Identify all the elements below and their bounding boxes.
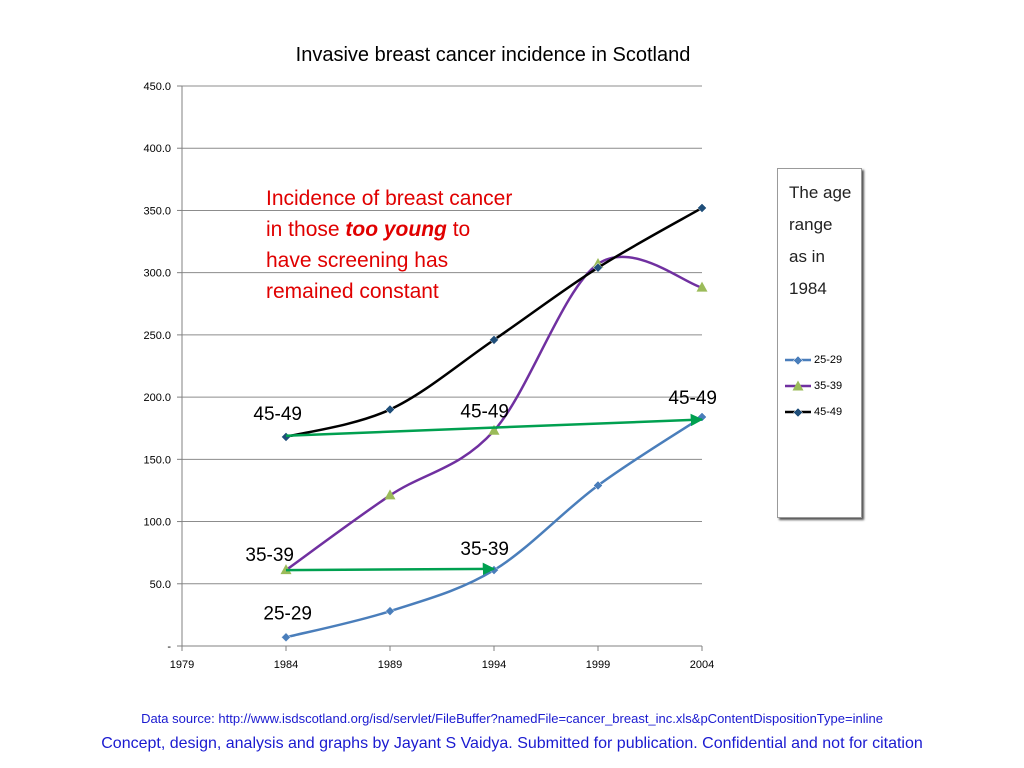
data-point (593, 480, 603, 491)
legend-item: 35-39 (784, 373, 842, 399)
y-tick-label: 350.0 (143, 205, 171, 217)
x-tick-label: 1999 (586, 659, 610, 671)
legend-swatch (785, 380, 811, 391)
cohort-label: 45-49 (253, 404, 302, 425)
annotation-line-2-pre: in those (266, 218, 346, 241)
cohort-label: 35-39 (460, 539, 509, 560)
annotation-line-2-post: to (446, 218, 471, 241)
chart-area: Invasive breast cancer incidence in Scot… (143, 44, 717, 671)
x-tick-label: 1984 (274, 659, 298, 671)
legend-swatch (785, 407, 811, 418)
x-tick-label: 1989 (378, 659, 402, 671)
axes (181, 86, 703, 651)
x-tick-label: 2004 (690, 659, 714, 671)
cohort-arrow (285, 413, 704, 437)
annotation-line-1: Incidence of breast cancer (266, 187, 513, 210)
cohort-arrows (285, 413, 704, 576)
y-tick-label: - (167, 641, 171, 653)
legend-label: 45-49 (814, 406, 843, 418)
y-tick-label: 450.0 (143, 81, 171, 93)
series-45-49 (281, 203, 707, 442)
data-point (281, 432, 291, 442)
credit-text: Concept, design, analysis and graphs by … (101, 735, 923, 752)
legend-label: 25-29 (814, 354, 843, 366)
cohort-arrow (285, 562, 496, 576)
legend: The age range as in 1984 25-29 35-39 45-49 (777, 168, 862, 518)
cohort-label: 45-49 (668, 388, 717, 409)
x-tick-label: 1994 (482, 659, 506, 671)
legend-item: 25-29 (784, 347, 842, 373)
cohort-labels: 25-29 35-39 45-49 35-39 45-49 45-49 (245, 388, 717, 624)
annotation-emphasis: too young (345, 218, 447, 241)
chart-title: Invasive breast cancer incidence in Scot… (296, 44, 691, 66)
data-point (385, 404, 395, 415)
legend-swatch (785, 355, 811, 366)
legend-title: The age range as in 1984 (789, 183, 852, 298)
y-tick-label: 50.0 (150, 579, 171, 591)
cohort-label: 25-29 (263, 603, 312, 624)
data-point (593, 262, 603, 273)
data-point (696, 281, 708, 292)
legend-items: 25-29 35-39 45-49 (784, 347, 842, 425)
x-tick-label: 1979 (170, 659, 194, 671)
data-point (385, 606, 395, 617)
annotation-line-4: remained constant (266, 280, 439, 303)
x-axis-tick-labels: 1979 1984 1989 1994 1999 2004 (170, 659, 714, 671)
cohort-label: 35-39 (245, 545, 294, 566)
data-point (488, 424, 500, 435)
y-axis-tick-labels: - 50.0 100.0 150.0 200.0 250.0 300.0 350.0 400.0… (143, 81, 171, 653)
series-line (285, 415, 703, 639)
y-tick-label: 200.0 (143, 392, 171, 404)
y-tick-label: 400.0 (143, 143, 171, 155)
legend-marker (793, 355, 803, 366)
data-point (489, 335, 499, 345)
y-tick-label: 100.0 (143, 517, 171, 529)
cohort-label: 45-49 (460, 402, 509, 423)
legend-marker (792, 380, 804, 391)
legend-marker (793, 407, 803, 418)
y-tick-label: 150.0 (143, 454, 171, 466)
annotation-text: Incidence of breast cancer in those too y… (266, 183, 556, 307)
data-point (384, 489, 396, 500)
y-tick-label: 250.0 (143, 330, 171, 342)
gridlines (177, 85, 702, 647)
y-tick-label: 300.0 (143, 268, 171, 280)
legend-label: 35-39 (814, 380, 843, 392)
data-source-text: Data source: http://www.isdscotland.org/… (141, 711, 883, 726)
annotation-line-3: have screening has (266, 249, 449, 272)
data-point (281, 632, 291, 643)
legend-item: 45-49 (784, 399, 842, 425)
data-point (697, 203, 707, 213)
